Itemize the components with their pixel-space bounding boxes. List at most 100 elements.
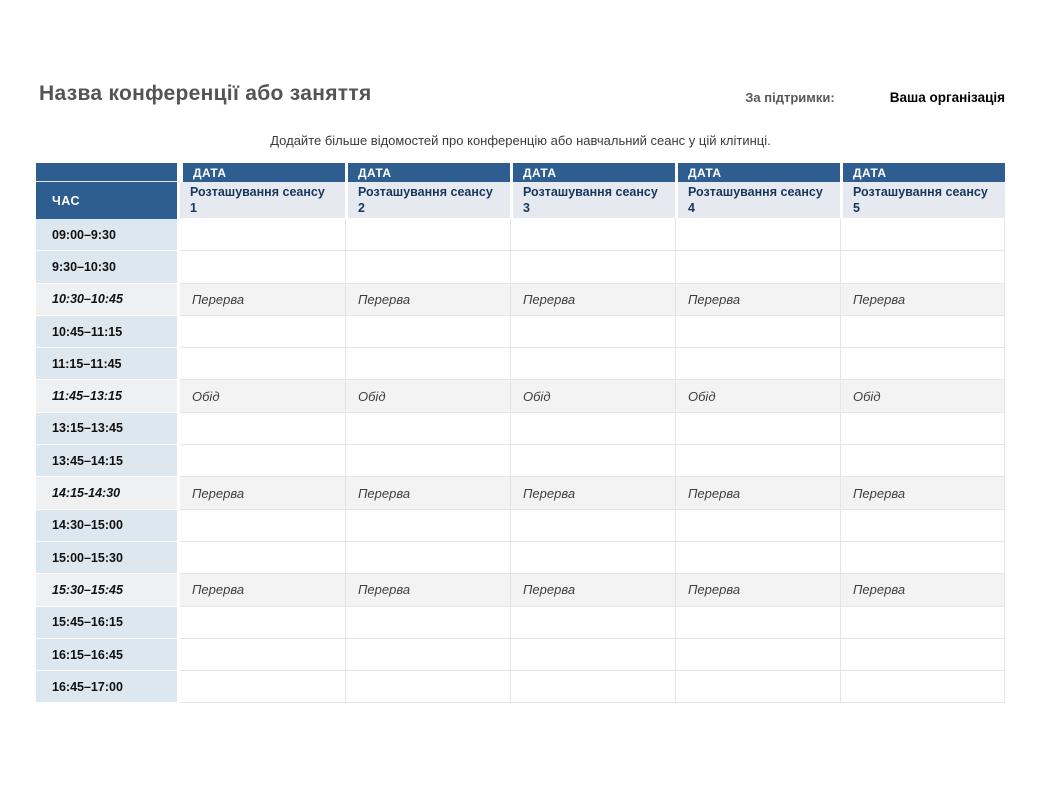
schedule-cell[interactable] — [510, 315, 675, 349]
time-header-cell: ЧАС — [36, 182, 180, 219]
break-cell: Перерва — [840, 477, 1005, 510]
time-cell: 11:45–13:15 — [36, 380, 180, 413]
schedule-cell[interactable] — [840, 606, 1005, 639]
schedule-cell[interactable] — [345, 251, 510, 284]
break-cell: Перерва — [675, 477, 840, 510]
schedule-cell[interactable] — [345, 445, 510, 478]
schedule-cell[interactable] — [675, 541, 840, 575]
schedule-cell[interactable] — [840, 509, 1005, 542]
schedule-cell[interactable] — [840, 412, 1005, 446]
schedule-cell[interactable] — [840, 541, 1005, 575]
schedule-cell[interactable] — [510, 219, 675, 252]
schedule-cell[interactable] — [345, 606, 510, 639]
schedule-cell[interactable] — [180, 671, 345, 704]
break-cell: Обід — [510, 380, 675, 413]
schedule-cell[interactable] — [180, 638, 345, 672]
date-header-cell: ДАТА — [510, 163, 675, 182]
schedule-cell[interactable] — [510, 445, 675, 478]
session-header-cell: Розташування сеансу 1 — [180, 182, 345, 219]
schedule-cell[interactable] — [345, 219, 510, 252]
break-cell: Обід — [345, 380, 510, 413]
break-cell: Перерва — [345, 477, 510, 510]
schedule-cell[interactable] — [510, 671, 675, 704]
time-cell: 13:45–14:15 — [36, 445, 180, 478]
schedule-table: ДАТА ДАТА ДАТА ДАТА ДАТА ЧАС Розташування сеан… — [36, 163, 1005, 704]
schedule-cell[interactable] — [345, 541, 510, 575]
time-cell: 15:30–15:45 — [36, 574, 180, 607]
time-cell: 11:15–11:45 — [36, 348, 180, 381]
schedule-cell[interactable] — [840, 671, 1005, 704]
time-cell: 13:15–13:45 — [36, 412, 180, 446]
break-cell: Перерва — [840, 574, 1005, 607]
time-cell: 14:15-14:30 — [36, 477, 180, 510]
schedule-cell[interactable] — [510, 606, 675, 639]
schedule-cell[interactable] — [510, 638, 675, 672]
break-cell: Перерва — [180, 477, 345, 510]
time-cell: 09:00–9:30 — [36, 219, 180, 252]
schedule-cell[interactable] — [840, 251, 1005, 284]
schedule-cell[interactable] — [675, 219, 840, 252]
schedule-cell[interactable] — [840, 445, 1005, 478]
schedule-cell[interactable] — [345, 315, 510, 349]
schedule-cell[interactable] — [675, 638, 840, 672]
time-cell: 16:15–16:45 — [36, 638, 180, 672]
break-cell: Обід — [675, 380, 840, 413]
page-title: Назва конференції або заняття — [39, 82, 372, 105]
break-cell: Перерва — [840, 283, 1005, 316]
schedule-cell[interactable] — [345, 509, 510, 542]
table-corner-cell — [36, 163, 180, 182]
break-cell: Перерва — [675, 574, 840, 607]
time-cell: 14:30–15:00 — [36, 509, 180, 542]
schedule-cell[interactable] — [840, 348, 1005, 381]
schedule-cell[interactable] — [675, 509, 840, 542]
date-header-cell: ДАТА — [180, 163, 345, 182]
schedule-cell[interactable] — [180, 251, 345, 284]
schedule-cell[interactable] — [675, 606, 840, 639]
schedule-cell[interactable] — [840, 219, 1005, 252]
schedule-cell[interactable] — [675, 251, 840, 284]
schedule-cell[interactable] — [180, 412, 345, 446]
schedule-cell[interactable] — [345, 348, 510, 381]
time-cell: 10:30–10:45 — [36, 283, 180, 316]
time-cell: 9:30–10:30 — [36, 251, 180, 284]
session-header-cell: Розташування сеансу 4 — [675, 182, 840, 219]
schedule-cell[interactable] — [675, 671, 840, 704]
schedule-cell[interactable] — [180, 445, 345, 478]
organization-name: Ваша організація — [889, 90, 1005, 105]
schedule-cell[interactable] — [675, 412, 840, 446]
date-header-cell: ДАТА — [345, 163, 510, 182]
break-cell: Обід — [840, 380, 1005, 413]
session-header-cell: Розташування сеансу 2 — [345, 182, 510, 219]
schedule-cell[interactable] — [510, 412, 675, 446]
schedule-cell[interactable] — [675, 348, 840, 381]
schedule-cell[interactable] — [510, 509, 675, 542]
break-cell: Обід — [180, 380, 345, 413]
schedule-cell[interactable] — [510, 251, 675, 284]
schedule-cell[interactable] — [180, 541, 345, 575]
break-cell: Перерва — [180, 574, 345, 607]
time-cell: 10:45–11:15 — [36, 315, 180, 349]
schedule-cell[interactable] — [345, 412, 510, 446]
schedule-cell[interactable] — [675, 445, 840, 478]
time-cell: 15:00–15:30 — [36, 541, 180, 575]
schedule-cell[interactable] — [345, 671, 510, 704]
schedule-cell[interactable] — [180, 315, 345, 349]
break-cell: Перерва — [510, 574, 675, 607]
schedule-cell[interactable] — [180, 606, 345, 639]
schedule-cell[interactable] — [180, 348, 345, 381]
schedule-cell[interactable] — [675, 315, 840, 349]
schedule-cell[interactable] — [510, 541, 675, 575]
schedule-cell[interactable] — [180, 219, 345, 252]
schedule-cell[interactable] — [345, 638, 510, 672]
schedule-cell[interactable] — [510, 348, 675, 381]
schedule-cell[interactable] — [180, 509, 345, 542]
supported-by-label: За підтримки: — [745, 90, 835, 105]
break-cell: Перерва — [345, 283, 510, 316]
time-cell: 15:45–16:15 — [36, 606, 180, 639]
schedule-cell[interactable] — [840, 638, 1005, 672]
date-header-cell: ДАТА — [675, 163, 840, 182]
date-header-cell: ДАТА — [840, 163, 1005, 182]
schedule-cell[interactable] — [840, 315, 1005, 349]
break-cell: Перерва — [345, 574, 510, 607]
